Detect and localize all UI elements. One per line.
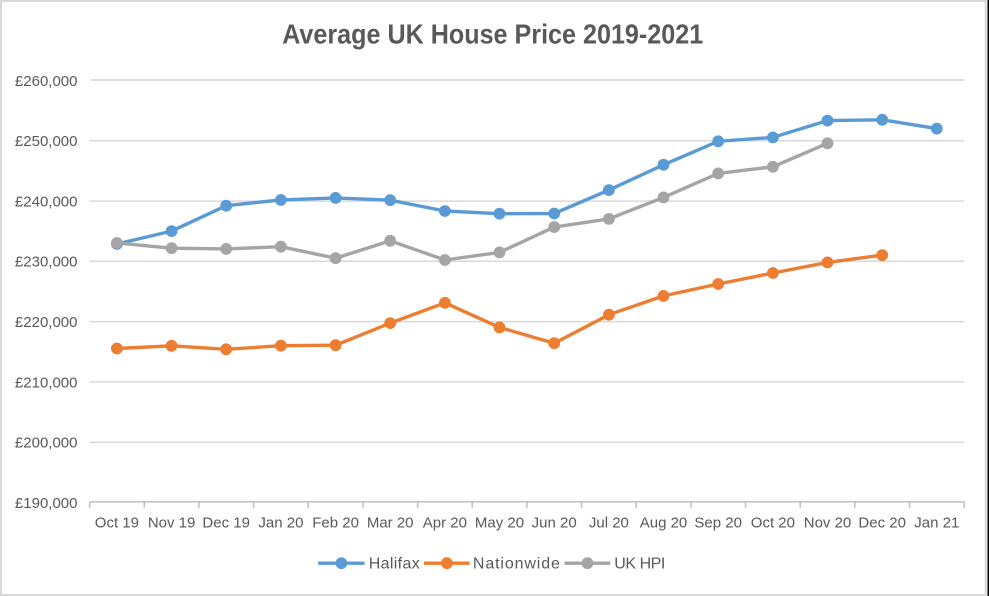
svg-text:Jan 20: Jan 20 xyxy=(258,515,303,532)
svg-text:£240,000: £240,000 xyxy=(15,193,78,210)
svg-text:Oct 20: Oct 20 xyxy=(751,515,795,532)
svg-text:Aug 20: Aug 20 xyxy=(640,515,688,532)
svg-text:Feb 20: Feb 20 xyxy=(312,515,359,532)
svg-text:£190,000: £190,000 xyxy=(15,495,78,512)
svg-text:Dec 20: Dec 20 xyxy=(858,515,906,532)
svg-text:UK HPI: UK HPI xyxy=(614,556,665,573)
svg-text:£230,000: £230,000 xyxy=(15,254,78,271)
svg-text:Average UK House Price 2019-20: Average UK House Price 2019-2021 xyxy=(282,19,703,50)
svg-text:£220,000: £220,000 xyxy=(15,314,78,331)
svg-text:Jun 20: Jun 20 xyxy=(532,515,577,532)
svg-text:Oct 19: Oct 19 xyxy=(95,515,139,532)
svg-text:Apr 20: Apr 20 xyxy=(423,515,467,532)
svg-text:Sep 20: Sep 20 xyxy=(694,515,742,532)
svg-text:Nov 19: Nov 19 xyxy=(148,515,196,532)
svg-text:May 20: May 20 xyxy=(475,515,524,532)
svg-text:Nationwide: Nationwide xyxy=(473,556,560,573)
svg-text:Mar 20: Mar 20 xyxy=(367,515,414,532)
svg-text:Jan 21: Jan 21 xyxy=(914,515,959,532)
svg-text:£260,000: £260,000 xyxy=(15,73,78,90)
svg-text:Halifax: Halifax xyxy=(369,556,420,573)
svg-text:£250,000: £250,000 xyxy=(15,133,78,150)
svg-text:£210,000: £210,000 xyxy=(15,374,78,391)
svg-text:£200,000: £200,000 xyxy=(15,435,78,452)
svg-text:Dec 19: Dec 19 xyxy=(202,515,250,532)
svg-text:Jul 20: Jul 20 xyxy=(589,515,629,532)
svg-text:Nov 20: Nov 20 xyxy=(804,515,852,532)
